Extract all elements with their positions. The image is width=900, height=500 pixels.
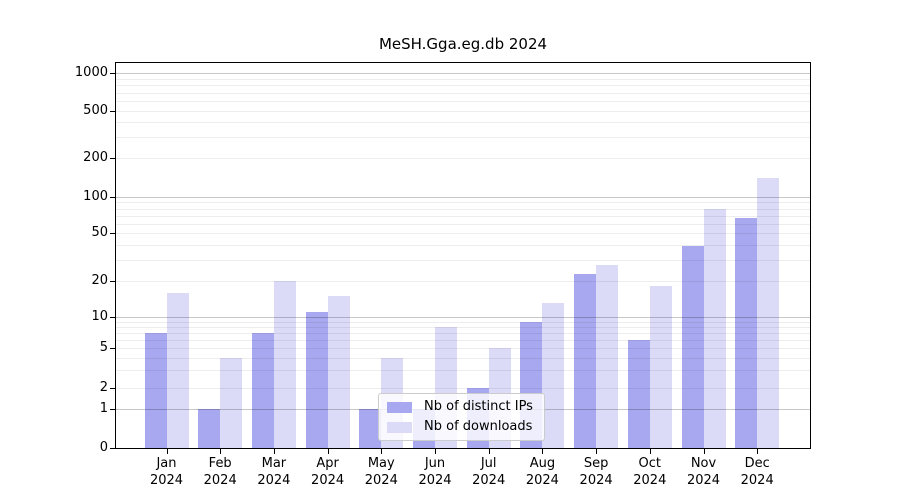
y-tick [110,73,115,74]
bar-distinct-ips-sep [574,273,597,448]
y-tick [110,388,115,389]
x-tick [703,449,705,454]
x-tick [542,449,544,454]
bar-downloads-dec [757,178,780,448]
x-tick-month: Sep [583,456,609,471]
x-tick-month: Aug [529,456,556,471]
x-tick-label: Oct 2024 [618,455,682,489]
x-tick-label: Sep 2024 [564,455,628,489]
y-tick-label: 2 [99,380,108,395]
x-tick [381,449,383,454]
y-tick [110,448,115,449]
x-tick-label: Apr 2024 [296,455,360,489]
y-tick-label: 1 [99,401,108,416]
y-tick-label: 5 [99,340,108,355]
bar-distinct-ips-mar [251,332,274,448]
x-tick-year: 2024 [203,473,237,488]
legend-swatch-distinct-ips [387,401,412,413]
x-tick-year: 2024 [257,473,291,488]
y-tick [110,317,115,318]
bar-downloads-apr [327,295,350,448]
x-tick-year: 2024 [579,473,613,488]
x-tick-label: Dec 2024 [725,455,789,489]
bar-distinct-ips-nov [681,246,704,448]
bar-distinct-ips-dec [735,217,758,448]
x-tick-label: Jan 2024 [135,455,199,489]
x-tick [166,449,168,454]
x-tick-year: 2024 [740,473,774,488]
chart-title: MeSH.Gga.eg.db 2024 [378,35,548,53]
bar-downloads-aug [542,303,565,448]
x-tick-year: 2024 [418,473,452,488]
bar-distinct-ips-may [359,409,382,448]
x-tick-month: Mar [261,456,287,471]
x-tick-label: Aug 2024 [510,455,574,489]
x-tick [273,449,275,454]
legend: Nb of distinct IPs Nb of downloads [378,393,545,441]
plot-area: Nb of distinct IPs Nb of downloads [115,62,811,449]
bar-downloads-jan [166,292,189,448]
x-tick-month: Dec [744,456,770,471]
x-tick-year: 2024 [525,473,559,488]
x-tick-month: Oct [638,456,662,471]
legend-row-downloads: Nb of downloads [387,419,535,435]
x-tick [435,449,436,454]
y-tick-label: 100 [83,189,108,204]
y-tick-label: 1000 [74,65,108,80]
bar-distinct-ips-apr [305,312,328,448]
x-tick-month: Apr [316,456,339,471]
y-tick-label: 20 [91,273,108,288]
y-tick [110,111,115,112]
x-tick-year: 2024 [311,473,345,488]
x-tick-label: Mar 2024 [242,455,306,489]
bars-layer [116,63,810,448]
y-tick-label: 50 [91,225,108,240]
x-tick-label: Nov 2024 [672,455,736,489]
x-tick-year: 2024 [633,473,667,488]
x-tick-month: Jul [480,456,497,471]
bar-distinct-ips-jan [144,332,167,448]
x-tick-month: May [367,456,395,471]
x-tick [596,449,598,454]
x-tick [488,449,490,454]
x-tick-year: 2024 [149,473,184,488]
x-tick [757,449,759,454]
bar-distinct-ips-oct [627,339,650,448]
y-tick [110,281,115,282]
x-tick [327,449,329,454]
y-tick-label: 0 [99,440,108,455]
x-tick [220,449,222,454]
y-tick [110,409,115,410]
x-tick-month: Feb [208,456,232,471]
x-tick-month: Jan [156,456,177,471]
x-tick-label: Feb 2024 [188,455,252,489]
legend-label-distinct-ips: Nb of distinct IPs [424,399,533,414]
bar-downloads-sep [596,265,619,448]
bar-downloads-mar [273,281,296,448]
x-tick-year: 2024 [472,473,506,488]
x-tick-label: Jun 2024 [403,455,467,489]
y-tick [110,158,115,159]
legend-swatch-downloads [387,421,412,433]
x-tick-month: Nov [690,456,717,471]
y-tick-label: 10 [91,309,108,324]
x-tick-label: Jul 2024 [457,455,521,489]
bar-downloads-nov [703,208,726,448]
bar-distinct-ips-feb [198,409,221,448]
y-tick [110,233,115,234]
legend-label-downloads: Nb of downloads [424,419,533,434]
y-tick-label: 200 [83,150,108,165]
x-tick-month: Jun [424,456,446,471]
bar-downloads-feb [220,357,243,448]
x-tick [649,449,651,454]
x-tick-year: 2024 [686,473,721,488]
y-tick [110,348,115,349]
y-tick [110,197,115,198]
bar-downloads-oct [649,286,672,448]
legend-row-distinct-ips: Nb of distinct IPs [387,399,535,415]
x-tick-label: May 2024 [349,455,413,489]
x-tick-year: 2024 [364,473,398,488]
y-tick-label: 500 [83,103,108,118]
